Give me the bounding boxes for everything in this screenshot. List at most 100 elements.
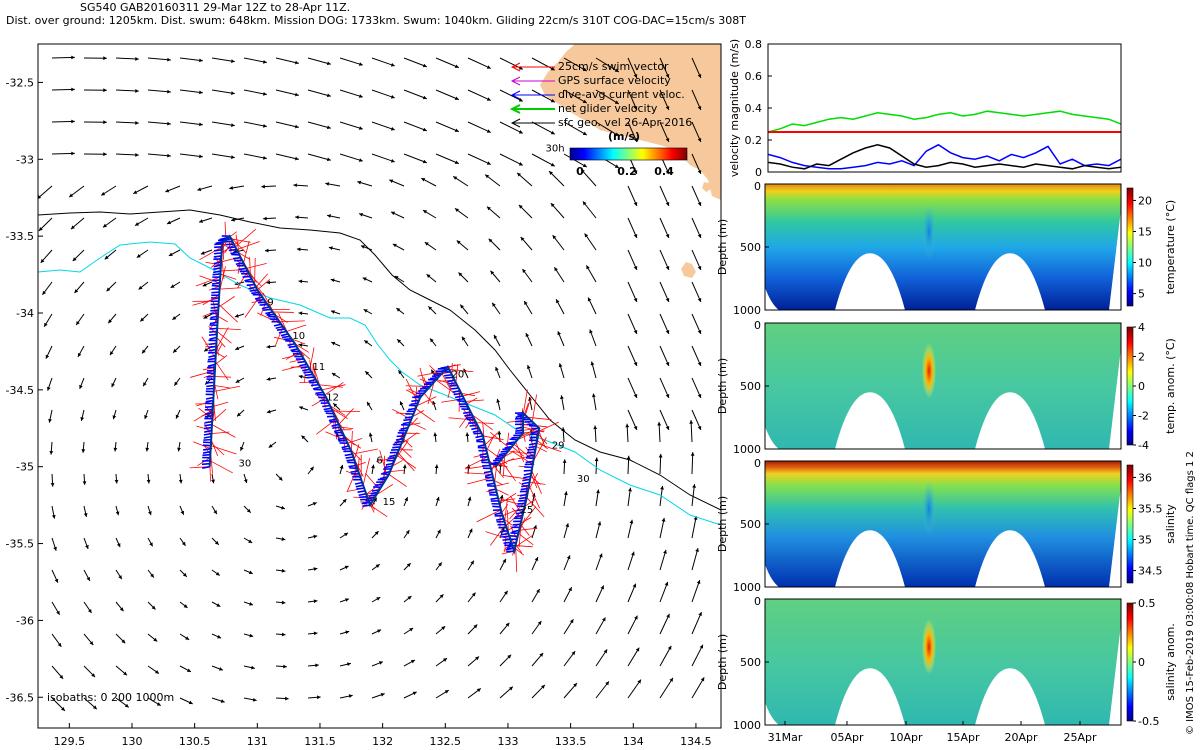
map-colorbar-tick: 0.4 [654, 165, 674, 178]
section-y-tick-label: 500 [740, 241, 761, 254]
section-data-gap [1109, 486, 1121, 587]
track-day-label: 6 [376, 456, 382, 467]
map-y-tick-label: -36 [16, 614, 34, 627]
map-x-tick-label: 129.5 [54, 735, 86, 748]
track-day-label: 9 [267, 297, 273, 308]
map-x-tick-label: 130 [121, 735, 142, 748]
land-island-2 [702, 182, 711, 192]
section-data-gap [765, 702, 779, 725]
velocity-series-0 [768, 110, 1121, 133]
section-colorbar [1126, 326, 1134, 446]
land-mass [540, 44, 721, 200]
velocity-y-tick-label: 0.2 [745, 134, 763, 147]
map-x-tick-label: 132.5 [430, 735, 462, 748]
section-data-gap [975, 668, 1045, 725]
section-field [765, 184, 1121, 310]
map-colorbar-tick: 0 [576, 165, 584, 178]
legend-swim-vector: 25cm/s swim vector [558, 60, 669, 73]
section-x-tick-label: 20Apr [1004, 731, 1038, 744]
figure-title-line-2: Dist. over ground: 1205km. Dist. swum: 6… [6, 14, 746, 27]
section-y-tick-label: 0 [754, 319, 761, 332]
section-data-gap [765, 287, 779, 310]
map-longitude-ticks: 129.5 130 130.5 131 131.5 132 132.5 133 133.5 134… [54, 723, 712, 748]
colorbar-tick-label: 35 [1138, 534, 1152, 547]
map-latitude-ticks: -32.5 -33 -33.5 -34 -34.5 -35 -35.5 -36 -36.5 [6, 76, 43, 704]
section-y-tick-label: 1000 [733, 581, 761, 594]
map-y-tick-label: -32.5 [6, 76, 34, 89]
map-x-tick-label: 131.5 [304, 735, 336, 748]
track-day-label: 12 [326, 393, 339, 404]
section-y-label: Depth (m) [716, 634, 729, 690]
map-y-tick-label: -35 [16, 461, 34, 474]
track-day-label: 11 [312, 362, 325, 373]
section-data-gap [975, 530, 1045, 587]
track-day-label: 30 [239, 459, 252, 470]
map-panel: 9 10 11 12 6 15 20 25 29 30 30 30h 129.5 130 130.5 131… [6, 43, 722, 748]
colorbar-tick-label: 34.5 [1138, 565, 1163, 578]
map-x-tick-label: 133 [497, 735, 518, 748]
section-data-gap [835, 392, 905, 449]
track-day-label: 30 [577, 474, 590, 485]
section-y-label: Depth (m) [716, 219, 729, 275]
section-y-tick-label: 1000 [733, 719, 761, 732]
section-data-gap [975, 253, 1045, 310]
map-colorbar [569, 147, 688, 161]
track-day-label: 15 [383, 497, 396, 508]
colorbar-tick-label: -2 [1138, 410, 1149, 423]
section-anomaly-feature [922, 204, 936, 260]
map-y-tick-label: -33.5 [6, 230, 34, 243]
section-data-gap [1109, 209, 1121, 310]
section-y-tick-label: 500 [740, 656, 761, 669]
section-x-tick-label: 05Apr [830, 731, 864, 744]
section-data-gap [1109, 624, 1121, 725]
velocity-y-tick-label: 0.4 [745, 102, 763, 115]
section-x-tick-label: 25Apr [1063, 731, 1097, 744]
map-x-tick-label: 133.5 [555, 735, 587, 748]
section-data-gap [765, 426, 779, 449]
section-y-tick-label: 1000 [733, 304, 761, 317]
track-day-label: 29 [552, 440, 565, 451]
section-x-tick-label: 31Mar [768, 731, 803, 744]
section-anomaly-feature [922, 619, 936, 675]
section-anomaly-feature [922, 343, 936, 399]
legend-gps-velocity: GPS surface velocity [558, 74, 671, 87]
isobaths-label: isobaths: 0 200 1000m [47, 691, 174, 704]
glider-track-line [208, 234, 541, 555]
track-day-label: 25 [520, 505, 533, 516]
track-day-label: 10 [292, 331, 305, 342]
colorbar-tick-label: 0.5 [1138, 597, 1156, 610]
colorbar-tick-label: 0 [1138, 380, 1145, 393]
salinity-anomaly-section: 0 500 1000 Depth (m) 0.5 0 -0.5 salinity anom. 3… [716, 595, 1177, 744]
section-y-label: Depth (m) [716, 496, 729, 552]
section-y-label: Depth (m) [716, 358, 729, 414]
colorbar-tick-label: 5 [1138, 288, 1145, 301]
section-y-tick-label: 500 [740, 518, 761, 531]
credit-text: © IMOS 15-Feb-2019 03:00:08 Hobart time.… [1185, 451, 1196, 735]
colorbar-tick-label: 15 [1138, 225, 1152, 238]
map-x-tick-label: 134 [623, 735, 644, 748]
section-colorbar [1126, 187, 1134, 307]
colorbar-tick-label: 20 [1138, 194, 1152, 207]
map-y-tick-label: -34.5 [6, 384, 34, 397]
velocity-y-tick-label: 0.8 [745, 38, 763, 51]
map-legend: 25cm/s swim vector GPS surface velocity … [509, 60, 692, 178]
track-day-label: 30h [546, 144, 565, 155]
track-day-label: 20 [452, 370, 465, 381]
map-axes-frame [37, 43, 722, 729]
section-colorbar-label: temperature (°C) [1164, 200, 1177, 294]
legend-net-glider-velocity: net glider velocity [558, 102, 658, 115]
section-y-tick-label: 0 [754, 457, 761, 470]
section-anomaly-feature [922, 481, 936, 537]
legend-geo-velocity: sfc geo. vel 26-Apr-2016 [558, 116, 692, 129]
section-field [765, 599, 1121, 725]
colorbar-tick-label: 2 [1138, 351, 1145, 364]
colorbar-tick-label: -4 [1138, 439, 1149, 452]
isobath-1000m [38, 209, 721, 511]
figure-title-line-1: SG540 GAB20160311 29-Mar 12Z to 28-Apr 1… [80, 1, 351, 14]
section-colorbar-label: temp. anom. (°C) [1164, 338, 1177, 434]
track-day-labels: 9 10 11 12 6 15 20 25 29 30 30 30h [239, 144, 590, 516]
section-y-tick-label: 0 [754, 595, 761, 608]
velocity-y-tick-label: 0 [755, 166, 762, 179]
colorbar-tick-label: 0 [1138, 656, 1145, 669]
